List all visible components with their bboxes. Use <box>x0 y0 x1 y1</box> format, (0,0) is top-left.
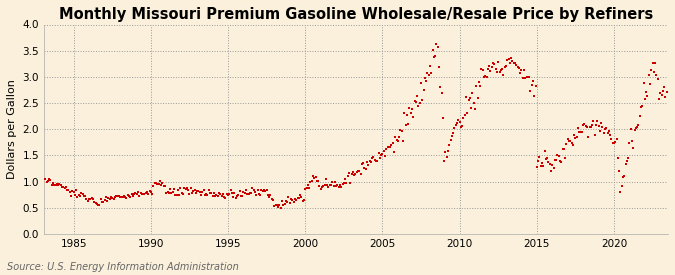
Y-axis label: Dollars per Gallon: Dollars per Gallon <box>7 79 17 179</box>
Text: Source: U.S. Energy Information Administration: Source: U.S. Energy Information Administ… <box>7 262 238 272</box>
Title: Monthly Missouri Premium Gasoline Wholesale/Resale Price by Refiners: Monthly Missouri Premium Gasoline Wholes… <box>59 7 653 22</box>
